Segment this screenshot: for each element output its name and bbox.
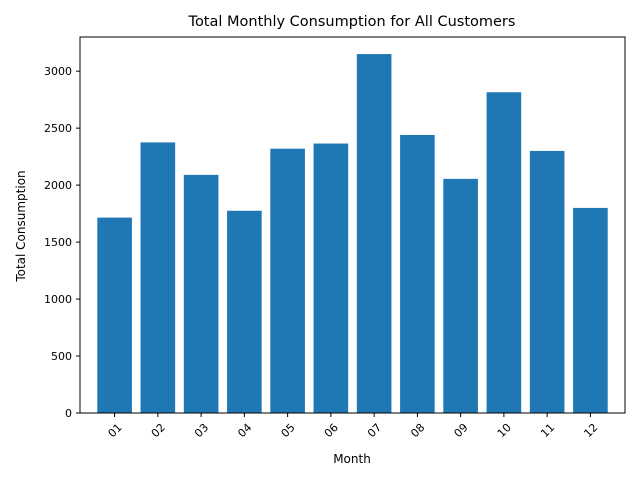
y-axis-ticks: 0 500 1000 1500 2000 2500 3000 [44, 65, 80, 420]
x-tick-label: 08 [408, 421, 427, 440]
bar-09 [443, 178, 478, 413]
x-tick-label: 01 [106, 421, 125, 440]
x-tick-label: 05 [279, 421, 298, 440]
x-tick-label: 11 [538, 421, 557, 440]
x-tick-label: 07 [365, 421, 384, 440]
bar-07 [356, 54, 392, 413]
x-tick-label: 02 [149, 421, 168, 440]
x-axis-ticks: 01 02 03 04 05 06 07 08 09 10 11 12 [106, 413, 600, 440]
x-tick-label: 09 [452, 421, 471, 440]
y-tick-label: 0 [65, 407, 72, 420]
x-tick-label: 12 [581, 421, 600, 440]
bar-05 [270, 148, 305, 414]
x-tick-label: 03 [192, 421, 211, 440]
x-tick-label: 10 [495, 421, 514, 440]
y-axis-label: Total Consumption [14, 170, 28, 282]
bar-11 [529, 150, 565, 413]
bar-08 [400, 134, 435, 413]
bar-03 [183, 174, 219, 413]
bar-01 [97, 217, 132, 413]
bar-06 [313, 143, 349, 414]
y-tick-label: 1500 [44, 236, 72, 249]
chart-title: Total Monthly Consumption for All Custom… [188, 14, 516, 30]
plot-frame [79, 36, 626, 414]
bar-04 [227, 210, 262, 413]
bar-10 [486, 92, 522, 413]
x-tick-label: 04 [235, 421, 254, 440]
bar-12 [573, 207, 608, 413]
y-tick-label: 500 [51, 350, 72, 363]
x-tick-label: 06 [322, 421, 341, 440]
y-tick-label: 1000 [44, 293, 72, 306]
bar-02 [140, 142, 176, 414]
y-tick-label: 2000 [44, 179, 72, 192]
bars-layer [97, 54, 608, 414]
x-axis-label: Month [333, 452, 371, 466]
y-tick-label: 2500 [44, 122, 72, 135]
y-tick-label: 3000 [44, 65, 72, 78]
